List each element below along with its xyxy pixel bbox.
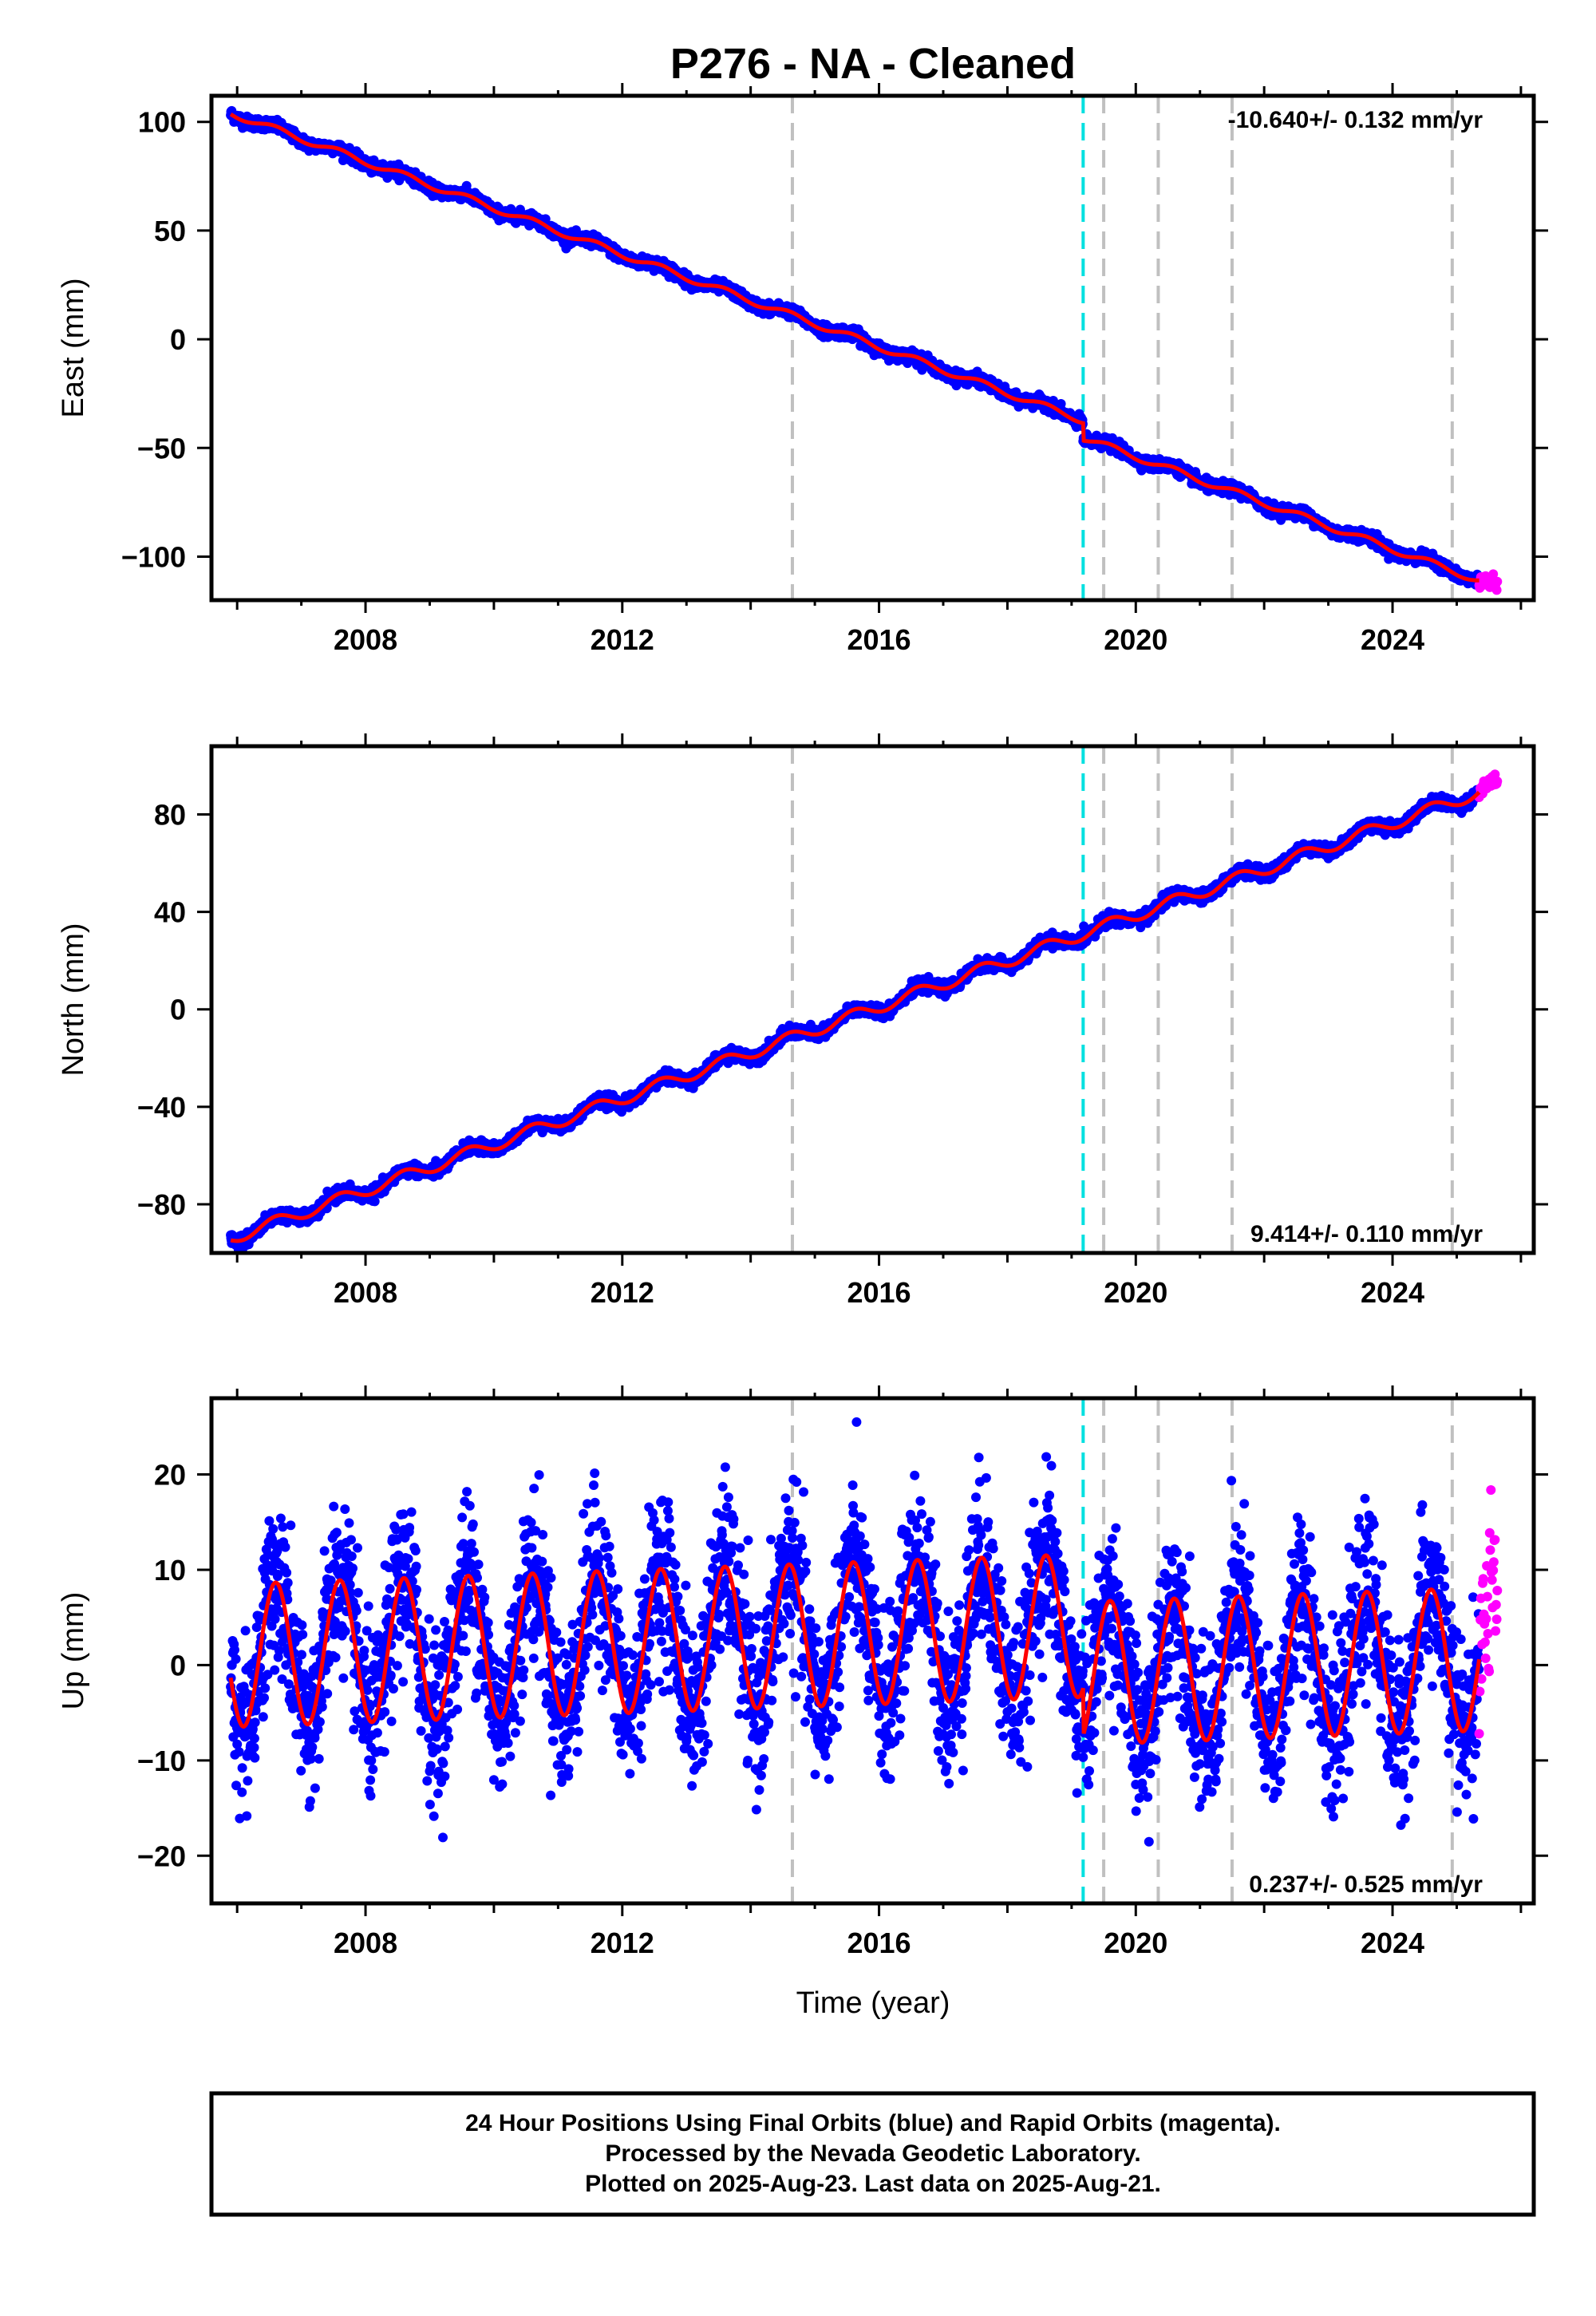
data-points-north (226, 769, 1503, 1253)
y-tick-label: 50 (154, 215, 186, 247)
x-tick-label: 2020 (1104, 623, 1167, 656)
y-axis-label-east: East (mm) (57, 278, 90, 417)
rapid-orbit-point (1488, 569, 1499, 579)
x-tick-label: 2012 (591, 623, 654, 656)
y-tick-label: −100 (121, 541, 186, 574)
x-tick-label: 2016 (847, 623, 911, 656)
x-tick-label: 2008 (334, 623, 397, 656)
chart-title: P276 - NA - Cleaned (670, 40, 1076, 88)
model-curve-east (229, 112, 1479, 583)
panels-group: 2008 2012 2016 2020 2024 100 50 0 −50 −100 East (m… (57, 83, 1548, 1959)
panel-east: 2008 2012 2016 2020 2024 100 50 0 −50 −100 East (m… (57, 83, 1548, 656)
rate-label-east: -10.640+/- 0.132 mm/yr (1228, 107, 1483, 133)
x-tick-label: 2024 (1361, 623, 1424, 656)
y-tick-label: 0 (170, 323, 186, 356)
rapid-orbit-point (1491, 585, 1502, 595)
rapid-orbit-point (1492, 576, 1503, 587)
y-tick-label: −50 (137, 432, 186, 464)
final-orbit-point (369, 1196, 380, 1207)
panel-frame (209, 93, 1536, 603)
y-tick-label: 100 (138, 106, 186, 139)
